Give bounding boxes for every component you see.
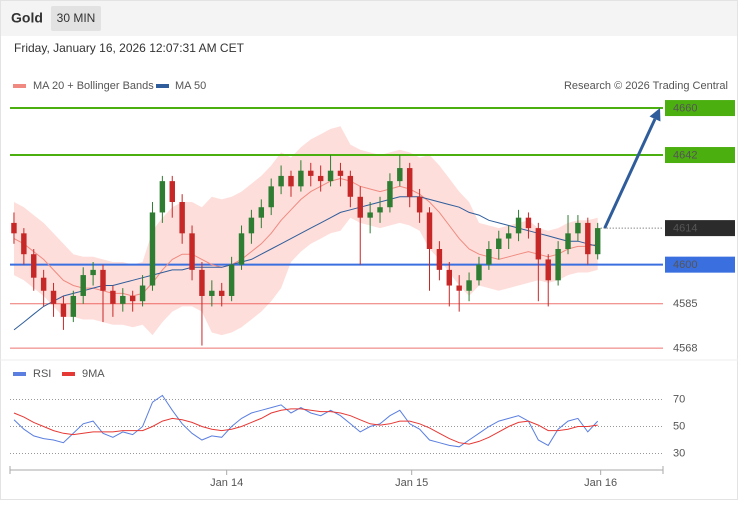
candle-body bbox=[317, 175, 324, 182]
candle-body bbox=[120, 295, 126, 304]
level-label: 4568 bbox=[673, 343, 697, 355]
current-price-box bbox=[665, 220, 735, 237]
candle-body bbox=[496, 238, 502, 249]
candle-body bbox=[308, 170, 314, 176]
candle-body bbox=[149, 212, 156, 286]
current-price-label: 4614 bbox=[673, 223, 697, 235]
candle-body bbox=[575, 222, 581, 234]
candle-body bbox=[585, 222, 591, 255]
legend-swatch bbox=[156, 84, 169, 88]
candle-body bbox=[327, 170, 334, 182]
legend-swatch bbox=[13, 372, 26, 376]
x-tick-label: Jan 14 bbox=[210, 477, 243, 489]
legend-label: RSI bbox=[33, 368, 51, 380]
candle-body bbox=[11, 222, 17, 234]
candle-body bbox=[31, 254, 37, 278]
candle-body bbox=[347, 175, 354, 197]
header-bar bbox=[0, 0, 738, 36]
x-tick-label: Jan 16 bbox=[584, 477, 617, 489]
projection-arrow bbox=[603, 118, 657, 229]
candle-body bbox=[248, 217, 255, 234]
y-tick-label: 30 bbox=[673, 447, 685, 459]
timestamp: Friday, January 16, 2026 12:07:31 AM CET bbox=[14, 41, 245, 55]
rsi-line bbox=[13, 394, 599, 448]
legend-label: MA 50 bbox=[175, 80, 206, 92]
instrument-title: Gold bbox=[11, 10, 43, 26]
candle-body bbox=[179, 202, 185, 234]
candle-body bbox=[100, 269, 106, 291]
candle-body bbox=[594, 228, 601, 255]
candle-body bbox=[70, 295, 77, 317]
candle-body bbox=[466, 280, 472, 291]
legend-label: MA 20 + Bollinger Bands bbox=[33, 80, 154, 92]
candle-body bbox=[486, 248, 492, 265]
candle-body bbox=[416, 196, 423, 213]
candle-body bbox=[21, 233, 27, 255]
interval-badge[interactable] bbox=[51, 6, 101, 31]
legend-swatch bbox=[13, 84, 26, 88]
candle-body bbox=[199, 269, 205, 296]
candle-body bbox=[476, 264, 482, 281]
legend-swatch bbox=[62, 372, 75, 376]
candle-body bbox=[446, 269, 453, 286]
candle-body bbox=[189, 233, 195, 270]
candle-body bbox=[377, 207, 383, 213]
x-tick-label: Jan 15 bbox=[395, 477, 428, 489]
candle-body bbox=[209, 290, 215, 296]
candle-body bbox=[535, 228, 542, 260]
candle-body bbox=[525, 217, 532, 229]
candle-body bbox=[228, 264, 235, 296]
candle-body bbox=[555, 248, 561, 281]
candle-body bbox=[367, 212, 373, 218]
level-label: 4642 bbox=[673, 149, 697, 161]
candle-body bbox=[278, 175, 284, 187]
y-tick-label: 50 bbox=[673, 420, 685, 432]
candle-body bbox=[169, 181, 175, 203]
level-label-box bbox=[665, 100, 735, 117]
candle-body bbox=[505, 233, 512, 239]
y-tick-label: 70 bbox=[673, 393, 685, 405]
candle-body bbox=[515, 217, 522, 234]
legend-label: 9MA bbox=[82, 368, 105, 380]
candle-body bbox=[159, 181, 166, 213]
candle-body bbox=[406, 168, 413, 197]
candle-body bbox=[90, 269, 96, 276]
candle-body bbox=[139, 285, 146, 302]
level-label: 4600 bbox=[673, 259, 697, 271]
candle-body bbox=[357, 196, 363, 218]
projection-arrow-head bbox=[649, 108, 661, 122]
candle-body bbox=[426, 212, 433, 249]
candle-body bbox=[50, 290, 57, 304]
candle-body bbox=[545, 259, 551, 281]
candle-body bbox=[436, 248, 443, 270]
ma50-line bbox=[13, 196, 598, 331]
candle-body bbox=[110, 290, 116, 304]
candle-body bbox=[565, 233, 571, 249]
candle-body bbox=[258, 207, 265, 218]
candle-body bbox=[387, 181, 393, 208]
candle-body bbox=[60, 303, 67, 317]
candle-body bbox=[40, 277, 47, 291]
level-label-box bbox=[665, 147, 735, 164]
level-label: 4660 bbox=[673, 102, 697, 114]
candle-body bbox=[397, 168, 403, 182]
level-label: 4585 bbox=[673, 298, 697, 310]
candle-body bbox=[129, 295, 136, 302]
candle-body bbox=[337, 170, 344, 176]
candle-body bbox=[298, 170, 304, 187]
candle-body bbox=[238, 233, 245, 265]
rsi-ma-line bbox=[13, 408, 598, 445]
level-label-box bbox=[665, 256, 735, 273]
source-note: Research © 2026 Trading Central bbox=[564, 80, 728, 92]
candle-body bbox=[219, 290, 225, 296]
interval-label[interactable]: 30 MIN bbox=[57, 11, 96, 25]
candle-body bbox=[288, 175, 294, 187]
candle-body bbox=[456, 285, 462, 291]
candle-body bbox=[80, 275, 86, 296]
candle-body bbox=[268, 186, 274, 208]
